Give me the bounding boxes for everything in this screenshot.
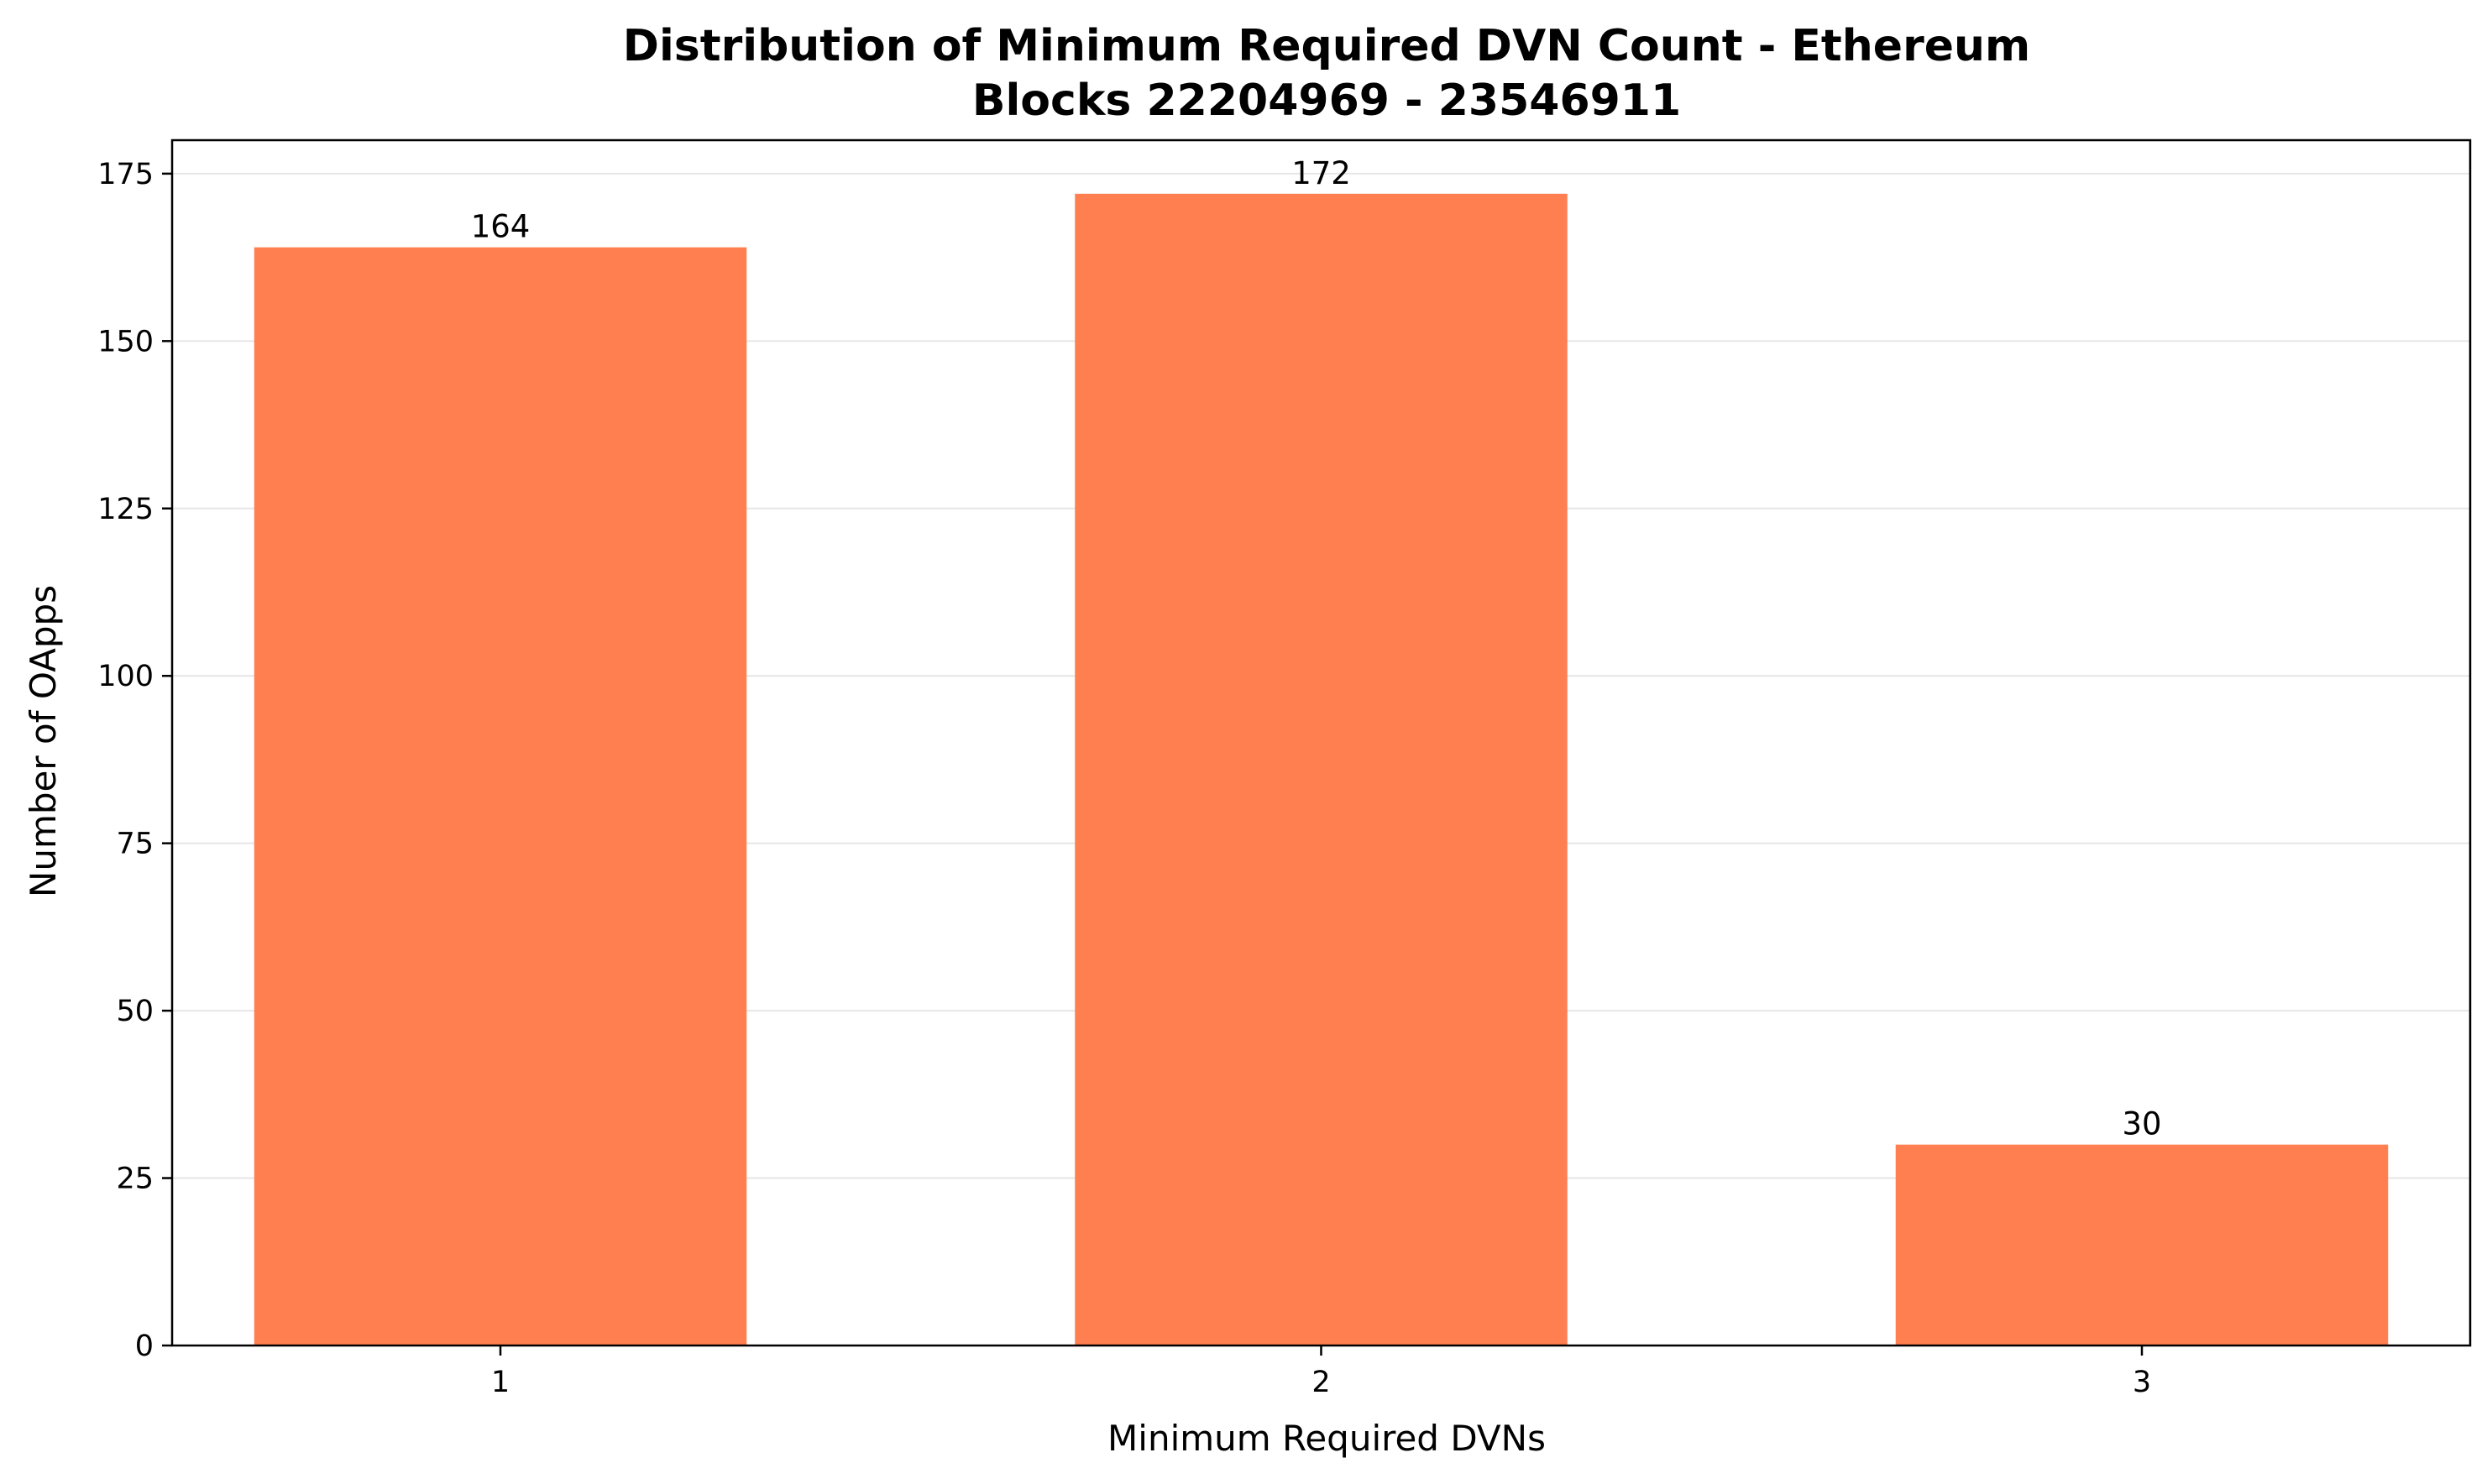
data-label-3: 30 [2122, 1106, 2161, 1142]
y-tick-label-7: 175 [97, 158, 154, 191]
bar-3 [1895, 1144, 2389, 1346]
chart-title: Distribution of Minimum Required DVN Cou… [623, 21, 2030, 71]
y-tick-label-6: 150 [97, 325, 154, 358]
y-tick-label-4: 100 [97, 660, 154, 693]
chart-subtitle: Blocks 22204969 - 23546911 [972, 76, 1681, 126]
y-tick-label-2: 50 [116, 995, 154, 1028]
data-label-2: 172 [1291, 155, 1351, 191]
y-tick-label-1: 25 [116, 1163, 154, 1196]
y-tick-label-3: 75 [116, 828, 154, 861]
bars [254, 193, 2389, 1346]
y-tick-label-5: 125 [97, 493, 154, 526]
x-tick-label-3: 3 [2133, 1366, 2151, 1399]
y-axis-label: Number of OApps [23, 585, 64, 897]
data-label-1: 164 [471, 209, 531, 245]
x-axis-label: Minimum Required DVNs [1107, 1418, 1546, 1459]
data-labels: 164 172 30 [471, 155, 2162, 1142]
x-tick-label-1: 1 [491, 1366, 510, 1399]
bar-1 [254, 247, 747, 1346]
y-tick-label-0: 0 [135, 1330, 154, 1363]
x-tick-label-2: 2 [1311, 1366, 1330, 1399]
bar-2 [1075, 193, 1568, 1346]
x-axis-ticks: 1 2 3 [491, 1346, 2151, 1399]
y-axis-ticks: 0 25 50 75 100 125 150 175 [97, 158, 172, 1363]
